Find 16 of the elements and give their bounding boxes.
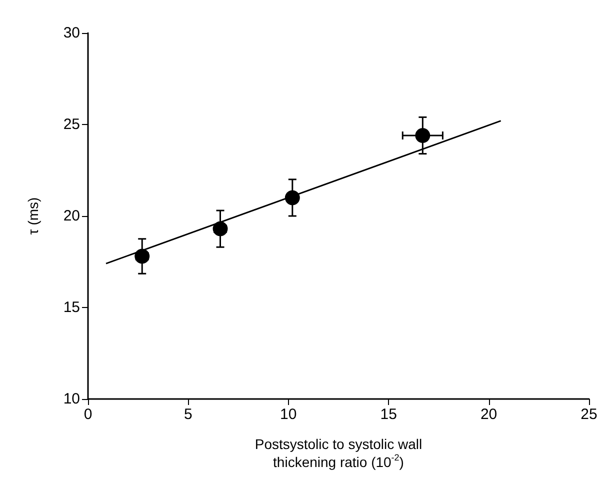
y-tick-label: 30	[63, 24, 80, 42]
point	[212, 221, 228, 236]
x-tick-label: 15	[380, 406, 397, 423]
point	[415, 128, 430, 143]
point	[134, 248, 150, 264]
y-axis-title: τ (ms)	[25, 197, 41, 235]
y-tick-label: 25	[63, 116, 80, 133]
x-tick-label: 25	[580, 406, 598, 423]
x-tick-label: 0	[84, 406, 92, 423]
x-tick-label: 5	[184, 406, 192, 423]
point	[284, 190, 300, 206]
x-tick-label: 10	[280, 406, 297, 423]
y-tick-label: 10	[63, 390, 80, 408]
x-tick-label: 20	[480, 406, 498, 423]
y-tick-label: 20	[63, 208, 80, 224]
y-tick-label: 15	[63, 299, 80, 316]
